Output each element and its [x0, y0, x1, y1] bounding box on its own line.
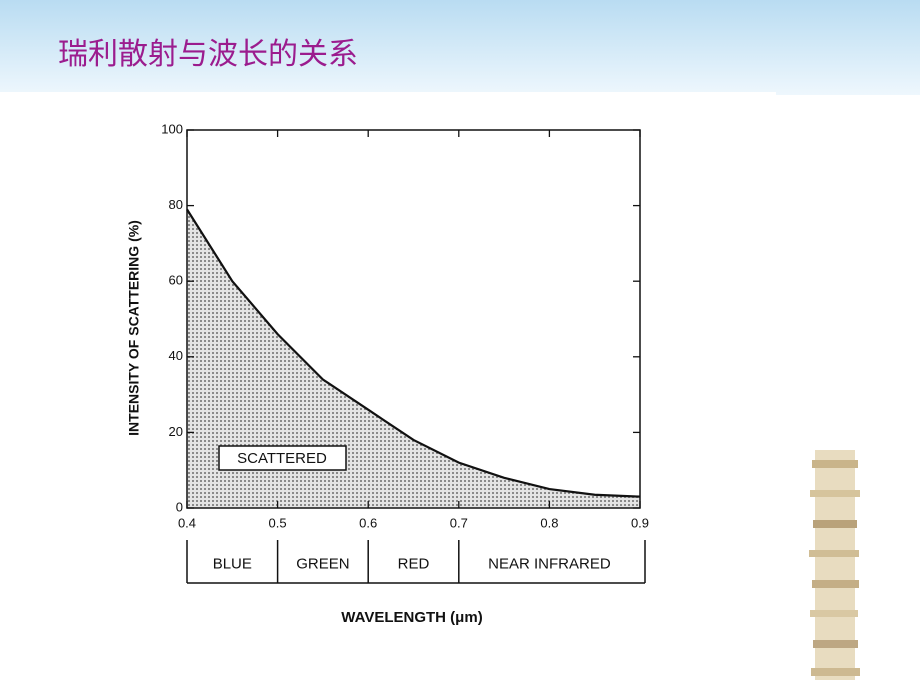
annotation-box	[218, 445, 347, 471]
x-tick-label: 0.5	[269, 515, 287, 530]
y-tick-label: 20	[169, 424, 183, 439]
x-axis-label: WAVELENGTH (μm)	[341, 609, 482, 626]
x-tick-label: 0.6	[359, 515, 377, 530]
y-tick-label: 0	[176, 499, 183, 514]
band-label: RED	[398, 555, 430, 572]
x-tick-label: 0.9	[631, 515, 649, 530]
plot-frame	[186, 129, 641, 509]
y-tick-label: 60	[169, 273, 183, 288]
x-tick-label: 0.8	[540, 515, 558, 530]
band-label: GREEN	[296, 555, 349, 572]
annotation: SCATTERED	[237, 450, 327, 467]
y-axis-label: INTENSITY OF SCATTERING (%)	[126, 220, 142, 436]
line	[186, 208, 641, 498]
book-stack	[809, 450, 860, 680]
x-tick-label: 0.7	[450, 515, 468, 530]
slide-title: 瑞利散射与波长的关系	[58, 38, 358, 71]
y-tick-label: 40	[169, 348, 183, 363]
chart-panel	[0, 92, 776, 690]
area	[187, 209, 640, 508]
x-tick-label: 0.4	[178, 515, 196, 530]
band-label: BLUE	[213, 555, 252, 572]
chart: INTENSITY OF SCATTERING (%) WAVELENGTH (…	[126, 121, 649, 626]
y-tick-label: 100	[161, 121, 183, 136]
header-band	[0, 0, 920, 95]
band-label: NEAR INFRARED	[488, 555, 611, 572]
y-tick-label: 80	[169, 197, 183, 212]
